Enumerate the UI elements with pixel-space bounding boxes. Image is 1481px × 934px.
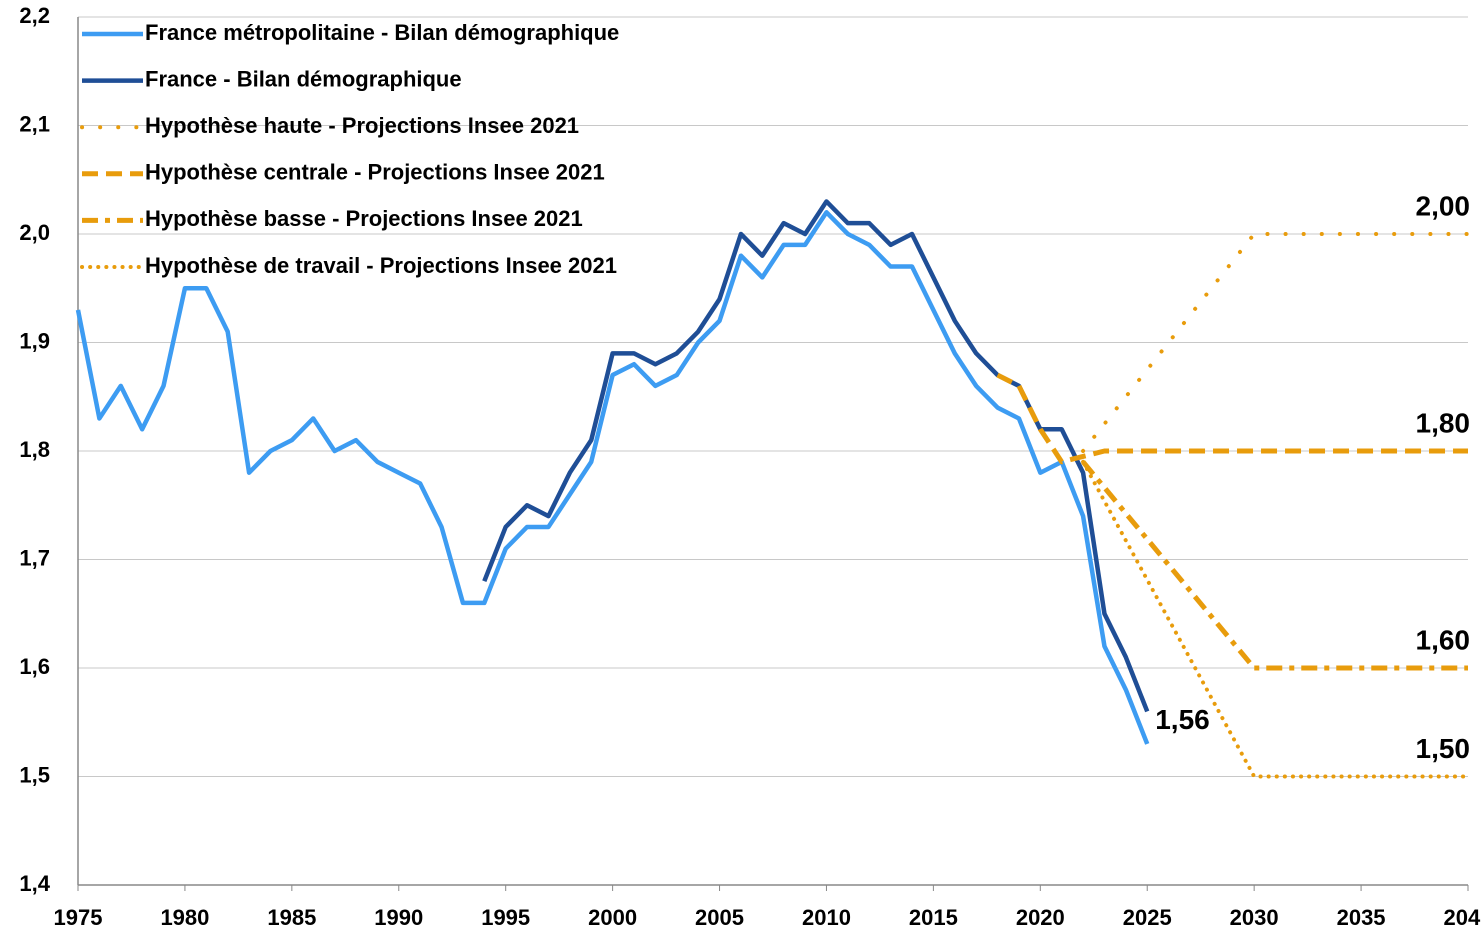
x-tick-label: 2015 (909, 905, 958, 930)
value-label: 1,50 (1416, 733, 1471, 764)
y-tick-label: 1,9 (19, 328, 50, 353)
y-tick-label: 1,5 (19, 762, 50, 787)
legend-label: France - Bilan démographique (145, 66, 462, 91)
x-tick-label: 2025 (1123, 905, 1172, 930)
value-label: 2,00 (1416, 190, 1471, 221)
x-tick-label: 2010 (802, 905, 851, 930)
legend-label: France métropolitaine - Bilan démographi… (145, 20, 619, 45)
series-line (1081, 232, 1470, 453)
x-tick-label: 2020 (1016, 905, 1065, 930)
series-line (996, 372, 1468, 465)
x-tick-label: 1975 (54, 905, 103, 930)
legend-label: Hypothèse de travail - Projections Insee… (145, 253, 617, 278)
series-line (1081, 460, 1468, 671)
x-tick-label: 2000 (588, 905, 637, 930)
x-tick-label: 2035 (1337, 905, 1386, 930)
legend-label: Hypothèse centrale - Projections Insee 2… (145, 160, 605, 185)
legend-label: Hypothèse basse - Projections Insee 2021 (145, 206, 583, 231)
y-tick-label: 1,4 (19, 871, 50, 896)
x-tick-label: 1995 (481, 905, 530, 930)
y-tick-label: 2,1 (19, 111, 50, 136)
value-label: 1,80 (1416, 407, 1471, 438)
value-label: 1,60 (1416, 624, 1471, 655)
x-tick-label: 1985 (267, 905, 316, 930)
x-tick-label: 1980 (160, 905, 209, 930)
y-tick-label: 1,6 (19, 654, 50, 679)
y-tick-label: 2,2 (19, 3, 50, 28)
x-tick-label: 2005 (695, 905, 744, 930)
y-tick-label: 1,8 (19, 437, 50, 462)
series-line (75, 210, 1150, 745)
series-line (482, 199, 1150, 713)
y-tick-label: 2,0 (19, 220, 50, 245)
legend-label: Hypothèse haute - Projections Insee 2021 (145, 113, 579, 138)
x-tick-label: 1990 (374, 905, 423, 930)
x-tick-label: 2040 (1444, 905, 1481, 930)
x-tick-label: 2030 (1230, 905, 1279, 930)
value-label: 1,56 (1155, 704, 1210, 735)
y-tick-label: 1,7 (19, 545, 50, 570)
series-line (1081, 459, 1470, 779)
